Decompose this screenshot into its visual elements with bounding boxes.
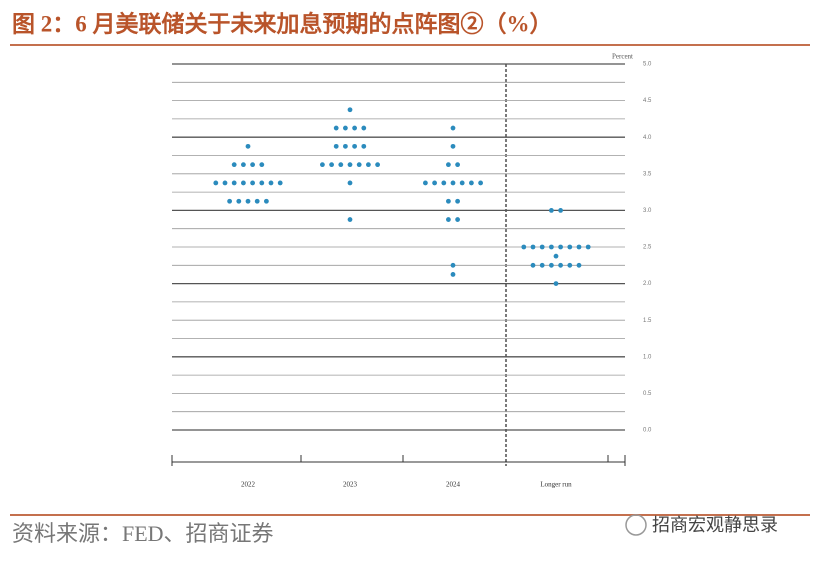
y-tick-label: 3.0	[643, 208, 652, 214]
dot	[585, 244, 591, 250]
dot	[268, 180, 274, 186]
dot	[455, 198, 460, 204]
title: 图 2：6 月美联储关于未来加息预期的点阵图②（%）	[12, 10, 553, 36]
y-tick-label: 1.5	[643, 318, 652, 324]
dot	[432, 180, 437, 186]
dot	[375, 162, 380, 168]
dot	[455, 217, 460, 222]
dot	[347, 162, 353, 168]
dot	[450, 272, 456, 277]
dot	[450, 125, 456, 131]
dot	[567, 262, 573, 268]
dot	[455, 162, 460, 168]
dot	[320, 162, 325, 168]
source: 资料来源：FED、招商证券	[12, 521, 274, 546]
dot	[236, 198, 242, 204]
dot	[352, 143, 357, 149]
dot	[567, 244, 573, 250]
dot	[231, 180, 237, 186]
dot	[227, 198, 233, 204]
dot	[530, 262, 536, 268]
y-tick-label: 0.0	[643, 428, 652, 434]
dot	[347, 107, 353, 113]
dot	[558, 208, 563, 213]
y-axis-label: Percent	[612, 53, 633, 61]
dot	[356, 162, 362, 168]
dot	[361, 143, 367, 149]
dot	[277, 180, 283, 186]
dot	[241, 162, 246, 168]
dot	[441, 180, 447, 186]
dot	[343, 143, 348, 149]
dot	[366, 162, 371, 168]
dot	[250, 180, 256, 186]
dot	[250, 162, 256, 168]
dot	[450, 180, 456, 186]
dot	[478, 180, 483, 186]
x-tick-label: Longer run	[540, 481, 572, 489]
dot	[213, 180, 219, 186]
dot	[576, 244, 582, 250]
dot	[450, 143, 456, 149]
dot	[423, 180, 428, 186]
dot	[549, 262, 554, 268]
dot	[231, 162, 237, 168]
x-tick-label: 2022	[241, 481, 256, 489]
dot	[558, 262, 563, 268]
dot	[549, 244, 554, 250]
dot	[361, 125, 367, 131]
x-tick-label: 2024	[446, 481, 461, 489]
dot	[222, 180, 228, 186]
dot	[254, 198, 260, 204]
watermark: 招商宏观静思录	[652, 515, 778, 536]
dot	[549, 208, 554, 213]
dot	[352, 125, 357, 131]
dot	[338, 162, 344, 168]
dot	[347, 217, 353, 222]
dot	[576, 262, 582, 268]
dot	[459, 180, 465, 186]
y-tick-label: 0.5	[643, 391, 652, 397]
y-tick-label: 2.5	[643, 245, 652, 251]
dot	[245, 143, 251, 149]
dot	[329, 162, 334, 168]
dot	[347, 180, 353, 186]
dot	[553, 253, 559, 259]
dot	[446, 217, 451, 222]
dot	[343, 125, 348, 131]
dot	[259, 162, 265, 168]
dot	[450, 262, 456, 268]
dot	[333, 143, 339, 149]
y-tick-label: 1.0	[643, 354, 652, 360]
dot	[446, 198, 451, 204]
dot	[558, 244, 563, 250]
x-tick-label: 2023	[343, 481, 358, 489]
watermark-icon	[625, 514, 647, 536]
dot	[446, 162, 451, 168]
y-tick-label: 2.0	[643, 281, 652, 287]
dot	[259, 180, 265, 186]
dot	[553, 281, 559, 286]
dot	[521, 244, 527, 250]
dot	[469, 180, 474, 186]
y-tick-label: 4.0	[643, 135, 652, 141]
dot	[333, 125, 339, 131]
dot	[530, 244, 536, 250]
dot	[241, 180, 246, 186]
y-tick-label: 4.5	[643, 98, 652, 104]
dot	[264, 198, 269, 204]
dot	[539, 244, 545, 250]
y-tick-label: 3.5	[643, 171, 652, 177]
y-tick-label: 5.0	[643, 62, 652, 68]
dot	[245, 198, 251, 204]
dot	[539, 262, 545, 268]
